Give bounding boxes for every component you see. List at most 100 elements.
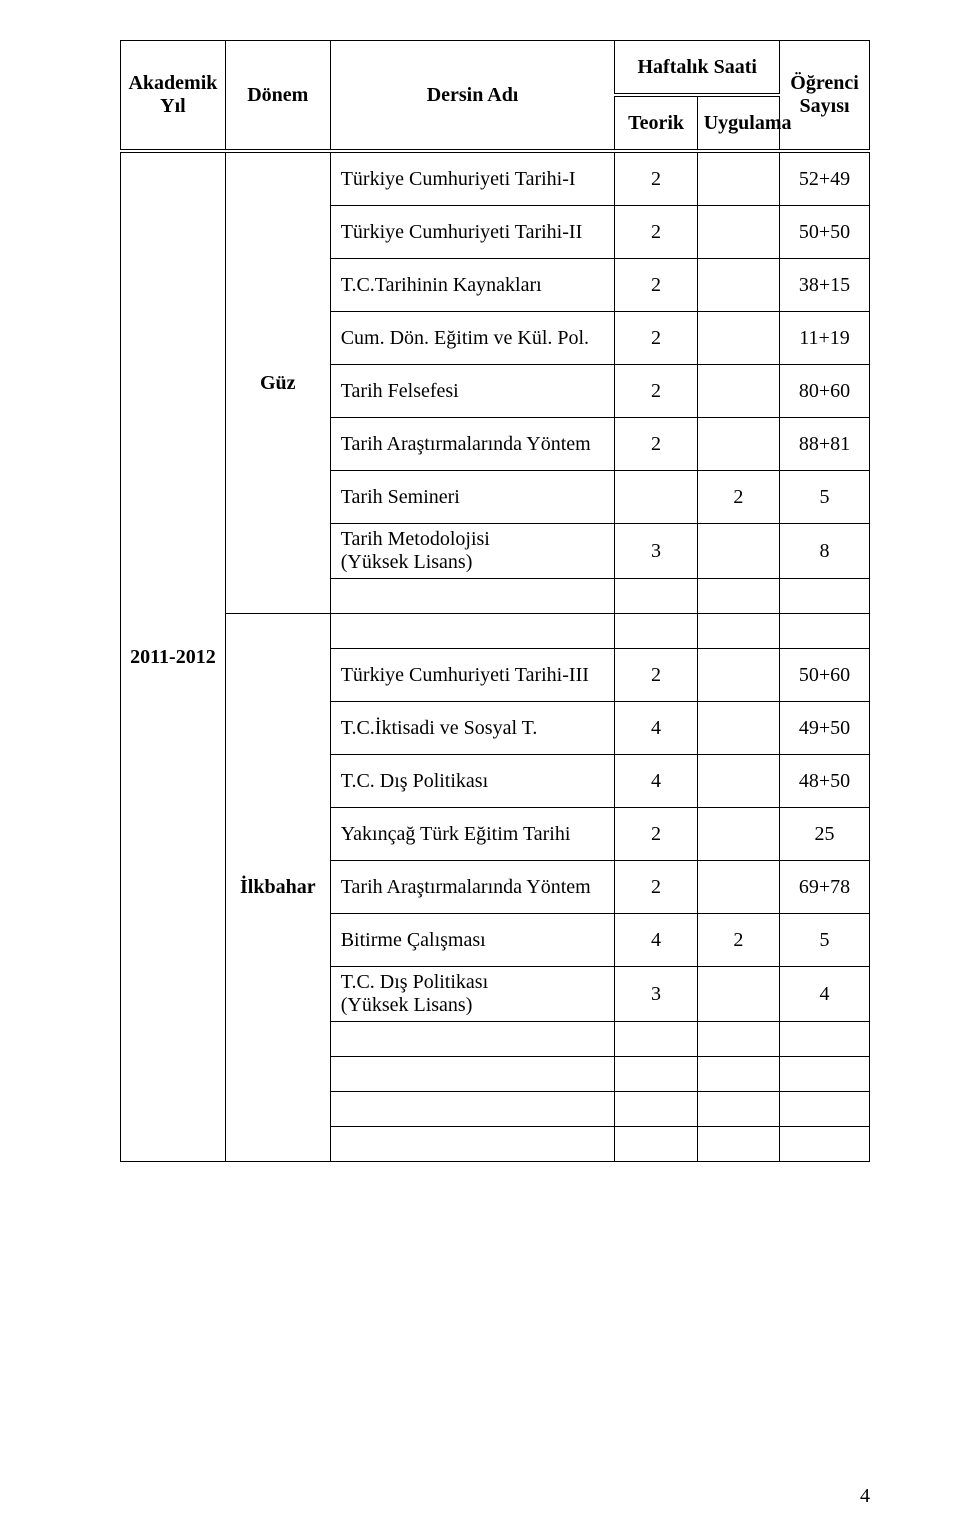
- uyg-val: [697, 151, 779, 206]
- course-name: T.C. Dış Politikası: [330, 755, 615, 808]
- course-name: Cum. Dön. Eğitim ve Kül. Pol.: [330, 312, 615, 365]
- hdr-haftalik: Haftalık Saati: [615, 41, 780, 96]
- uyg-val: [697, 365, 779, 418]
- ogr-val: 80+60: [780, 365, 870, 418]
- uyg-val: [697, 312, 779, 365]
- uyg-val: [697, 259, 779, 312]
- ogr-val: 5: [780, 471, 870, 524]
- uyg-val: [697, 967, 779, 1022]
- course-name: Tarih Araştırmalarında Yöntem: [330, 418, 615, 471]
- page-number: 4: [860, 1485, 870, 1508]
- teorik-val: 2: [615, 808, 697, 861]
- course-name: Türkiye Cumhuriyeti Tarihi-I: [330, 151, 615, 206]
- ogr-val: 52+49: [780, 151, 870, 206]
- empty-cell: [697, 1057, 779, 1092]
- empty-cell: [697, 1092, 779, 1127]
- hdr-dersin-adi: Dersin Adı: [330, 41, 615, 152]
- ogr-val: 25: [780, 808, 870, 861]
- course-name: Bitirme Çalışması: [330, 914, 615, 967]
- empty-cell: [615, 1057, 697, 1092]
- ogr-val: 50+60: [780, 649, 870, 702]
- ilkbahar-cell: İlkbahar: [225, 614, 330, 1162]
- uyg-val: [697, 649, 779, 702]
- empty-cell: [780, 1092, 870, 1127]
- ogr-val: 49+50: [780, 702, 870, 755]
- empty-cell: [780, 579, 870, 614]
- hdr-teorik: Teorik: [615, 95, 697, 151]
- uyg-val: 2: [697, 471, 779, 524]
- hdr-akademik-yil: Akademik Yıl: [121, 41, 226, 152]
- guz-cell: Güz: [225, 151, 330, 614]
- ogr-val: 88+81: [780, 418, 870, 471]
- teorik-val: 2: [615, 365, 697, 418]
- empty-cell: [780, 1127, 870, 1162]
- uyg-val: [697, 808, 779, 861]
- empty-cell: [330, 579, 615, 614]
- empty-cell: [330, 614, 615, 649]
- course-name: Tarih Felsefesi: [330, 365, 615, 418]
- ilkbahar-label: İlkbahar: [240, 876, 316, 898]
- course-name: Tarih Semineri: [330, 471, 615, 524]
- teorik-val: 4: [615, 755, 697, 808]
- ogr-val: 11+19: [780, 312, 870, 365]
- course-name: Tarih Araştırmalarında Yöntem: [330, 861, 615, 914]
- uyg-val: [697, 861, 779, 914]
- course-name: T.C.Tarihinin Kaynakları: [330, 259, 615, 312]
- empty-cell: [697, 1127, 779, 1162]
- ogr-val: 5: [780, 914, 870, 967]
- hdr-donem: Dönem: [225, 41, 330, 152]
- teorik-val: 3: [615, 967, 697, 1022]
- teorik-val: 3: [615, 524, 697, 579]
- teorik-val: 2: [615, 649, 697, 702]
- teorik-val: 2: [615, 312, 697, 365]
- teorik-val: 2: [615, 151, 697, 206]
- empty-cell: [330, 1092, 615, 1127]
- teorik-val: 2: [615, 259, 697, 312]
- empty-cell: [697, 614, 779, 649]
- course-name: Tarih Metodolojisi (Yüksek Lisans): [330, 524, 615, 579]
- empty-cell: [615, 1127, 697, 1162]
- teorik-val: 4: [615, 914, 697, 967]
- year-cell: 2011-2012: [121, 151, 226, 1162]
- table-row: 2011-2012 Güz Türkiye Cumhuriyeti Tarihi…: [121, 151, 870, 206]
- empty-cell: [780, 614, 870, 649]
- empty-cell: [615, 614, 697, 649]
- empty-cell: [330, 1127, 615, 1162]
- teorik-val: 4: [615, 702, 697, 755]
- ogr-val: 50+50: [780, 206, 870, 259]
- guz-label: Güz: [260, 372, 296, 394]
- uyg-val: [697, 418, 779, 471]
- ogr-val: 69+78: [780, 861, 870, 914]
- course-table: Akademik Yıl Dönem Dersin Adı Haftalık S…: [120, 40, 870, 1162]
- empty-cell: [330, 1022, 615, 1057]
- empty-cell: [780, 1022, 870, 1057]
- empty-cell: [615, 1022, 697, 1057]
- table-row: İlkbahar: [121, 614, 870, 649]
- ogr-val: 4: [780, 967, 870, 1022]
- uyg-val: [697, 755, 779, 808]
- empty-cell: [615, 1092, 697, 1127]
- uyg-val: 2: [697, 914, 779, 967]
- teorik-val: 2: [615, 418, 697, 471]
- course-name: T.C. Dış Politikası (Yüksek Lisans): [330, 967, 615, 1022]
- empty-cell: [615, 579, 697, 614]
- course-name: T.C.İktisadi ve Sosyal T.: [330, 702, 615, 755]
- uyg-val: [697, 702, 779, 755]
- ogr-val: 8: [780, 524, 870, 579]
- teorik-val: 2: [615, 861, 697, 914]
- ogr-val: 38+15: [780, 259, 870, 312]
- ogr-val: 48+50: [780, 755, 870, 808]
- uyg-val: [697, 206, 779, 259]
- teorik-val: [615, 471, 697, 524]
- empty-cell: [780, 1057, 870, 1092]
- empty-cell: [330, 1057, 615, 1092]
- course-name: Türkiye Cumhuriyeti Tarihi-II: [330, 206, 615, 259]
- empty-cell: [697, 1022, 779, 1057]
- empty-cell: [697, 579, 779, 614]
- year-label: 2011-2012: [130, 646, 216, 668]
- course-name: Türkiye Cumhuriyeti Tarihi-III: [330, 649, 615, 702]
- uyg-val: [697, 524, 779, 579]
- course-name: Yakınçağ Türk Eğitim Tarihi: [330, 808, 615, 861]
- hdr-ogrenci: Öğrenci Sayısı: [780, 41, 870, 152]
- teorik-val: 2: [615, 206, 697, 259]
